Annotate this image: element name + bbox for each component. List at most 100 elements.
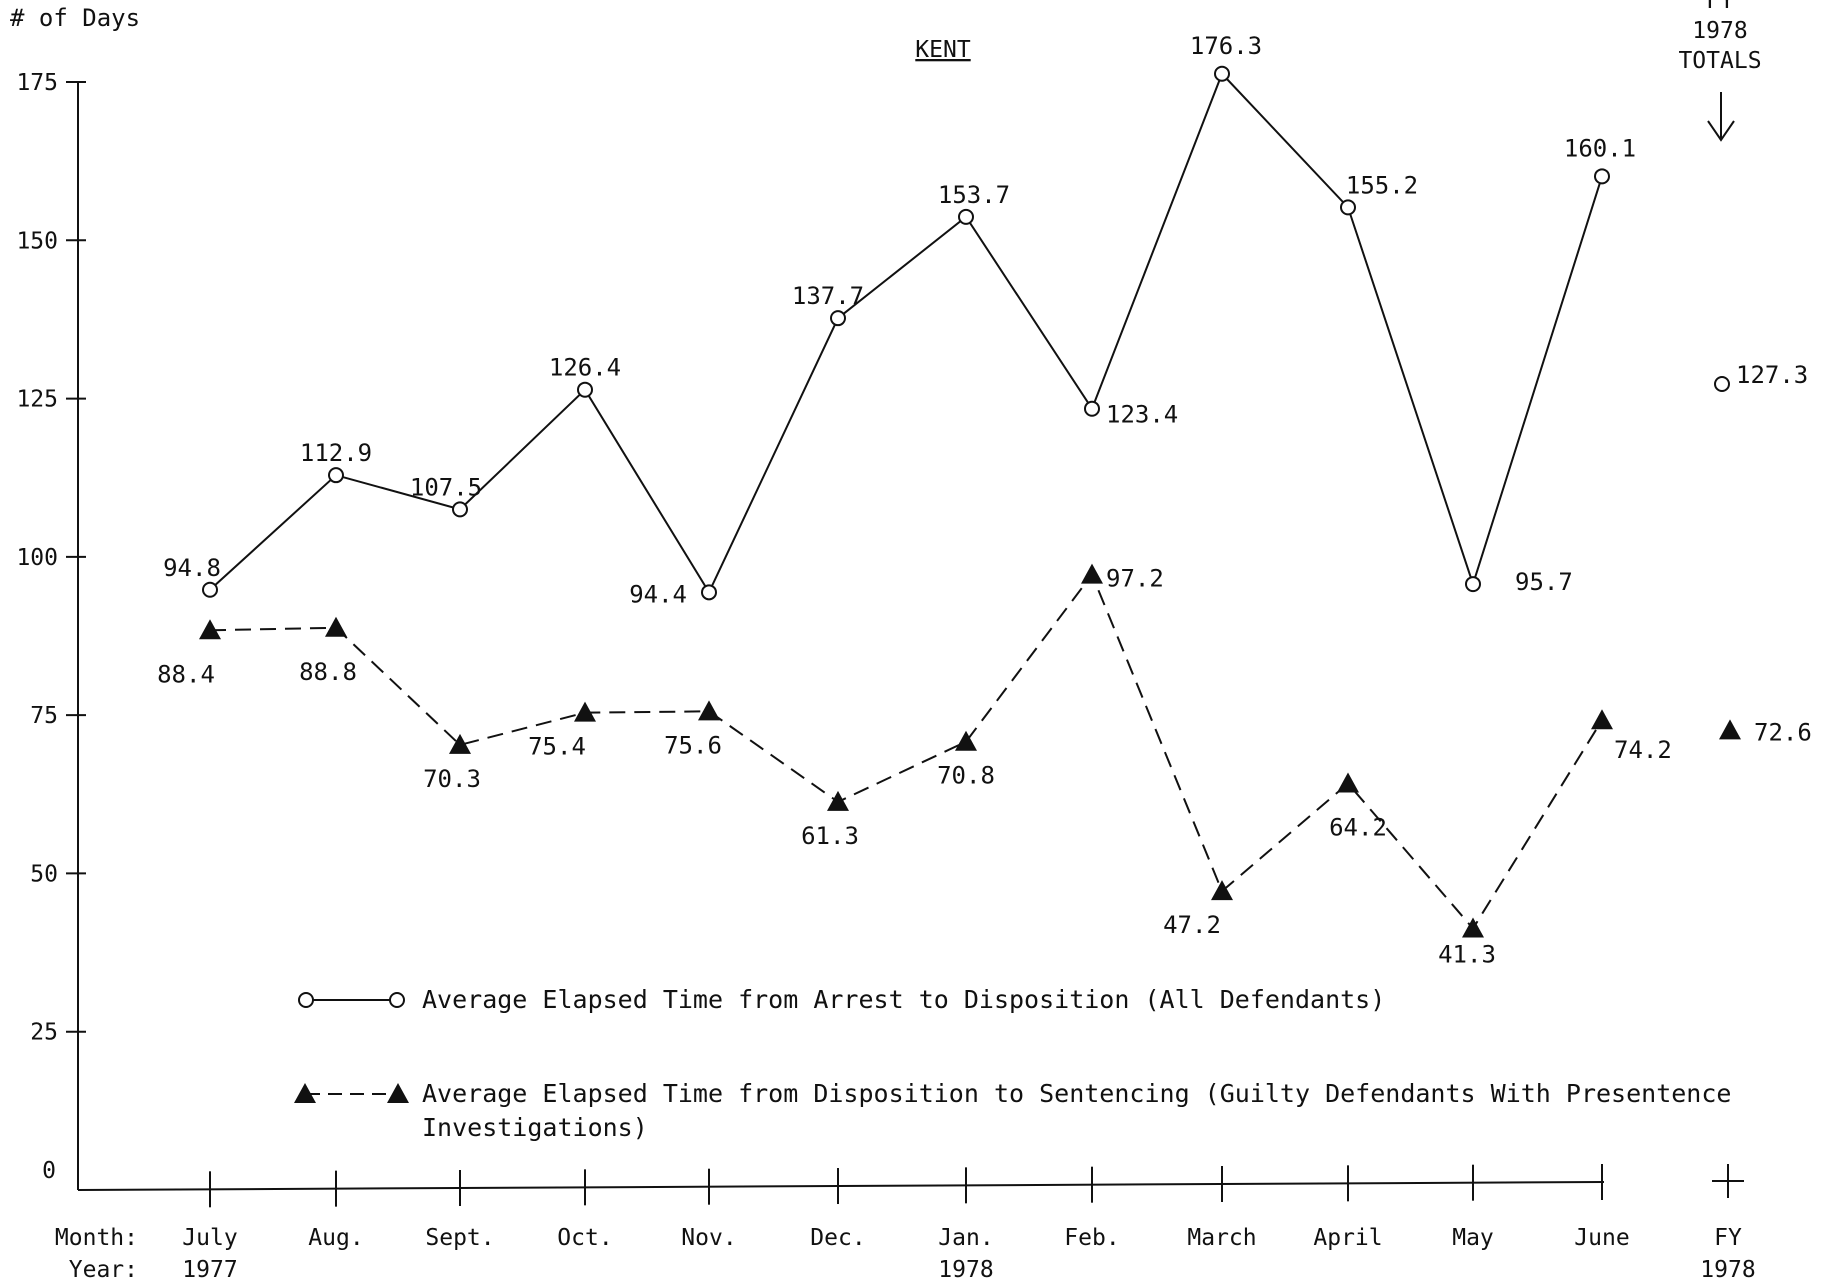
totals-arrow-icon bbox=[1707, 92, 1735, 142]
data-point-triangle bbox=[1591, 709, 1613, 730]
data-label: 97.2 bbox=[1106, 565, 1164, 593]
data-label: 47.2 bbox=[1163, 911, 1221, 939]
data-label: 75.6 bbox=[664, 731, 722, 759]
data-point-triangle bbox=[827, 790, 849, 811]
x-axis-line bbox=[77, 1181, 1605, 1191]
y-tick-label: 175 bbox=[16, 70, 58, 96]
x-tick-label: April bbox=[1313, 1225, 1382, 1251]
axes: 0 25 50 75 100 125 150 175 Month: Year: July 1977 Au… bbox=[16, 70, 1755, 1282]
data-point-triangle bbox=[449, 733, 471, 754]
data-point-circle bbox=[452, 501, 468, 518]
legend-item-arrest-to-disposition: Average Elapsed Time from Arrest to Disp… bbox=[298, 985, 1385, 1014]
data-point-triangle bbox=[698, 700, 720, 721]
x-tick-year: 1978 bbox=[938, 1257, 993, 1282]
x-tick-label: June bbox=[1574, 1225, 1629, 1251]
data-label: 88.4 bbox=[157, 660, 215, 688]
data-point-triangle bbox=[1211, 880, 1233, 901]
data-label: 95.7 bbox=[1515, 568, 1573, 596]
data-label: 176.3 bbox=[1190, 32, 1262, 60]
totals-header-line: 1978 bbox=[1692, 18, 1747, 44]
data-point-triangle bbox=[1081, 563, 1103, 584]
x-tick-label: Feb. bbox=[1064, 1225, 1119, 1251]
legend-label: Investigations) bbox=[422, 1113, 648, 1142]
data-label: 126.4 bbox=[549, 354, 621, 382]
data-point-triangle bbox=[325, 616, 347, 637]
x-tick-year: 1977 bbox=[182, 1257, 237, 1282]
series-layer: 94.8 112.9 107.5 126.4 94.4 137.7 153.7 123.4 17… bbox=[157, 32, 1812, 969]
data-label: 94.4 bbox=[629, 580, 687, 608]
data-label: 75.4 bbox=[528, 733, 586, 761]
data-point-triangle bbox=[199, 619, 221, 640]
totals-header-line: TOTALS bbox=[1678, 48, 1761, 74]
total-data-label: 72.6 bbox=[1754, 718, 1812, 746]
series-line bbox=[209, 572, 1603, 931]
data-label: 107.5 bbox=[410, 473, 482, 501]
y-tick-label: 0 bbox=[42, 1158, 56, 1184]
x-tick-label: Sept. bbox=[425, 1225, 494, 1251]
series-line bbox=[209, 71, 1603, 595]
data-point-triangle bbox=[387, 1083, 409, 1103]
y-tick-label: 100 bbox=[16, 545, 58, 571]
y-tick-label: 25 bbox=[30, 1020, 58, 1046]
legend-label: Average Elapsed Time from Disposition to… bbox=[422, 1079, 1731, 1108]
data-point-circle bbox=[1465, 576, 1481, 593]
x-tick-label: May bbox=[1452, 1225, 1494, 1251]
x-tick-label: Dec. bbox=[810, 1225, 865, 1251]
data-point-circle bbox=[1714, 376, 1730, 393]
data-label: 41.3 bbox=[1438, 941, 1496, 969]
data-point-circle bbox=[202, 581, 218, 598]
data-point-triangle bbox=[294, 1083, 316, 1103]
x-tick-label: Aug. bbox=[308, 1225, 363, 1251]
y-tick-label: 125 bbox=[16, 387, 58, 413]
data-label: 88.8 bbox=[299, 658, 357, 686]
total-data-label: 127.3 bbox=[1736, 361, 1808, 389]
x-row-label-year: Year: bbox=[69, 1257, 138, 1282]
data-point-circle bbox=[1340, 199, 1356, 216]
data-label: 64.2 bbox=[1329, 814, 1387, 842]
x-tick-label: Jan. bbox=[938, 1225, 993, 1251]
series-arrest-to-disposition: 94.8 112.9 107.5 126.4 94.4 137.7 153.7 123.4 17… bbox=[163, 32, 1808, 609]
fy-totals-header: FY 1978 TOTALS bbox=[1678, 0, 1761, 74]
data-point-circle bbox=[389, 992, 405, 1008]
data-point-triangle bbox=[1719, 719, 1741, 740]
fy-tick-year: 1978 bbox=[1700, 1257, 1755, 1282]
data-point-triangle bbox=[1462, 917, 1484, 938]
legend-item-disposition-to-sentencing: Average Elapsed Time from Disposition to… bbox=[294, 1079, 1731, 1142]
data-label: 137.7 bbox=[792, 282, 864, 310]
data-point-circle bbox=[1214, 65, 1230, 82]
data-point-circle bbox=[830, 310, 846, 327]
chart-title: KENT bbox=[915, 37, 971, 63]
data-point-triangle bbox=[1337, 772, 1359, 793]
y-tick-label: 150 bbox=[16, 228, 58, 254]
data-label: 61.3 bbox=[801, 822, 859, 850]
data-point-circle bbox=[1084, 400, 1100, 417]
data-label: 74.2 bbox=[1614, 736, 1672, 764]
data-label: 112.9 bbox=[300, 439, 372, 467]
data-label: 160.1 bbox=[1564, 134, 1636, 162]
data-label: 123.4 bbox=[1106, 401, 1178, 429]
y-tick-label: 75 bbox=[30, 703, 58, 729]
y-tick-label: 50 bbox=[30, 861, 58, 887]
totals-header-line: FY bbox=[1706, 0, 1734, 14]
y-axis-title: # of Days bbox=[10, 4, 140, 32]
data-label: 94.8 bbox=[163, 554, 221, 582]
data-point-circle bbox=[958, 208, 974, 225]
data-point-circle bbox=[298, 992, 314, 1008]
series-disposition-to-sentencing: 88.4 88.8 70.3 75.4 75.6 61.3 70.8 97.2 47.2 64.2… bbox=[157, 563, 1812, 969]
legend-label: Average Elapsed Time from Arrest to Disp… bbox=[422, 985, 1385, 1014]
x-row-label-month: Month: bbox=[55, 1225, 138, 1251]
data-point-triangle bbox=[574, 701, 596, 722]
x-tick-label: March bbox=[1187, 1225, 1256, 1251]
data-point-circle bbox=[577, 381, 593, 398]
fy-tick-label: FY bbox=[1714, 1225, 1742, 1251]
data-label: 70.3 bbox=[423, 765, 481, 793]
data-label: 153.7 bbox=[938, 181, 1010, 209]
x-tick-label: Nov. bbox=[681, 1225, 736, 1251]
data-label: 155.2 bbox=[1346, 171, 1418, 199]
data-point-circle bbox=[701, 584, 717, 601]
x-tick-label: Oct. bbox=[557, 1225, 612, 1251]
data-point-circle bbox=[1594, 168, 1610, 185]
legend: Average Elapsed Time from Arrest to Disp… bbox=[294, 985, 1731, 1142]
data-point-circle bbox=[328, 467, 344, 484]
